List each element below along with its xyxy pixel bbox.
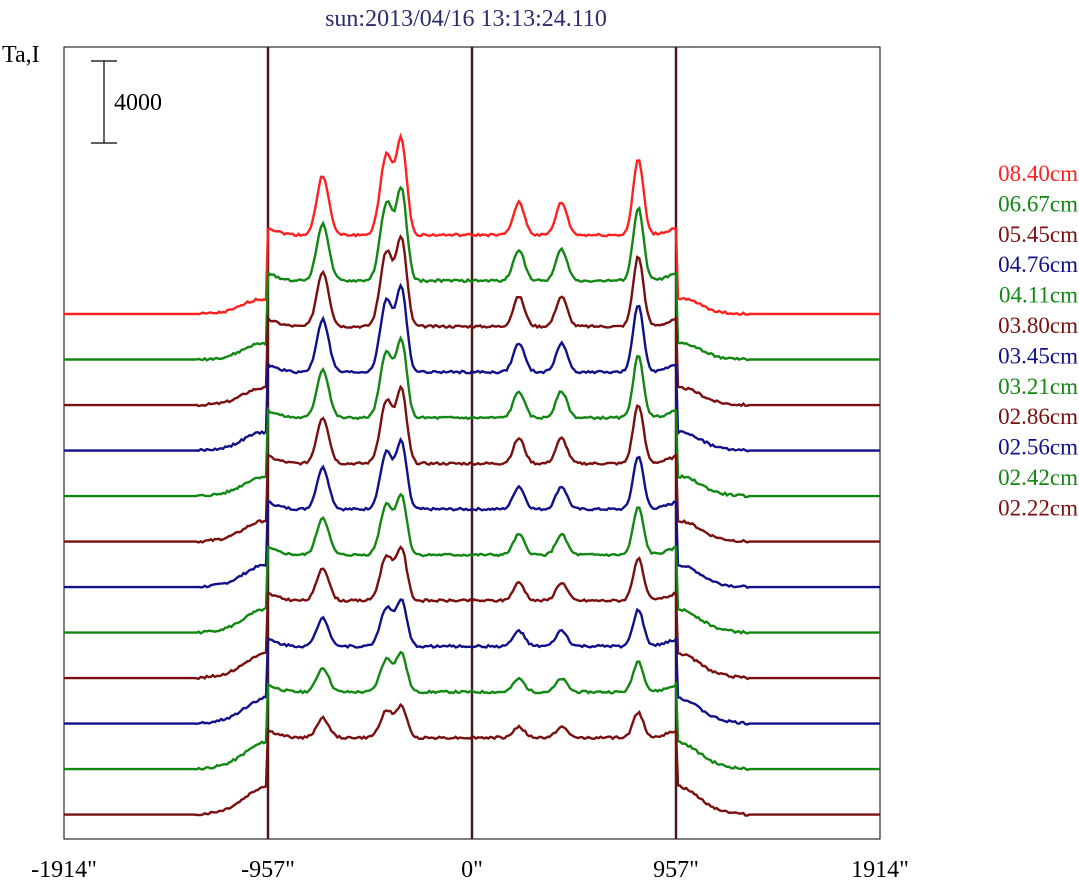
legend-entry-4: 04.11cm [999, 283, 1078, 308]
series-line-02-86cm [64, 545, 880, 681]
chart-title: sun:2013/04/16 13:13:24.110 [325, 6, 607, 32]
legend-entry-8: 02.86cm [998, 404, 1078, 429]
legend-entry-2: 05.45cm [998, 222, 1078, 247]
legend-entry-5: 03.80cm [998, 313, 1078, 338]
legend-entry-9: 02.56cm [998, 435, 1078, 460]
legend-entry-0: 08.40cm [998, 161, 1078, 186]
series-line-02-56cm [64, 598, 880, 726]
series-line-05-45cm [64, 234, 880, 408]
legend-entry-3: 04.76cm [998, 252, 1078, 277]
series-line-04-76cm [64, 282, 880, 453]
legend-entry-10: 02.42cm [998, 465, 1078, 490]
x-tick-label-4: 1914" [851, 857, 909, 883]
x-tick-label-2: 0" [461, 857, 483, 883]
series-line-02-42cm [64, 650, 880, 772]
scale-bar: 4000 [91, 60, 162, 144]
x-tick-label-0: -1914" [31, 857, 97, 883]
series-line-03-45cm [64, 436, 880, 590]
legend-entry-6: 03.45cm [998, 343, 1078, 368]
series-line-03-80cm [64, 384, 880, 544]
y-axis-label: Ta,I [2, 42, 40, 68]
legend-entry-1: 06.67cm [998, 191, 1078, 216]
x-tick-labels: -1914" -957" 0" 957" 1914" [31, 857, 909, 883]
series-line-03-21cm [64, 492, 880, 635]
legend: 08.40cm 06.67cm 05.45cm 04.76cm 04.11cm 03.80… [998, 161, 1078, 520]
series-line-04-11cm [64, 335, 880, 499]
legend-entry-11: 02.22cm [998, 495, 1078, 520]
scale-bar-label: 4000 [114, 90, 162, 116]
x-tick-label-1: -957" [241, 857, 295, 883]
series-traces [64, 132, 880, 817]
x-tick-label-3: 957" [653, 857, 699, 883]
series-line-08-40cm [64, 132, 880, 316]
series-line-06-67cm [64, 185, 880, 362]
legend-entry-7: 03.21cm [998, 374, 1078, 399]
series-line-02-22cm [64, 702, 880, 817]
